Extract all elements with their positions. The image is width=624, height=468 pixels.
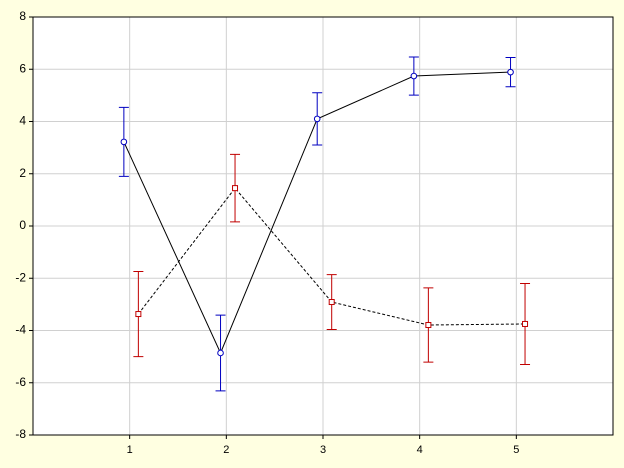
marker [217, 349, 224, 357]
marker [410, 72, 418, 80]
x-tick-label: 1 [127, 444, 133, 456]
x-tick-label: 2 [223, 444, 229, 456]
x-tick-label: 5 [513, 444, 519, 456]
y-tick-label: 4 [19, 114, 26, 128]
marker [328, 299, 335, 306]
marker [522, 320, 529, 327]
marker [120, 138, 128, 146]
x-tick-label: 4 [417, 444, 423, 456]
marker [425, 322, 432, 329]
marker [507, 68, 514, 76]
y-tick-label: 2 [19, 166, 26, 180]
y-tick-label: -4 [15, 323, 26, 337]
marker [232, 185, 239, 192]
marker [135, 311, 142, 318]
x-tick-label: 3 [320, 444, 326, 456]
series-line [137, 187, 526, 326]
y-tick-label: 6 [19, 61, 26, 75]
marker [313, 115, 321, 123]
plot-frame [32, 16, 614, 436]
y-tick-label: -6 [15, 375, 26, 389]
y-tick-label: 0 [19, 218, 26, 232]
y-tick-label: -2 [15, 270, 26, 284]
y-tick-label: -8 [15, 427, 26, 441]
y-tick-label: 8 [19, 9, 26, 23]
